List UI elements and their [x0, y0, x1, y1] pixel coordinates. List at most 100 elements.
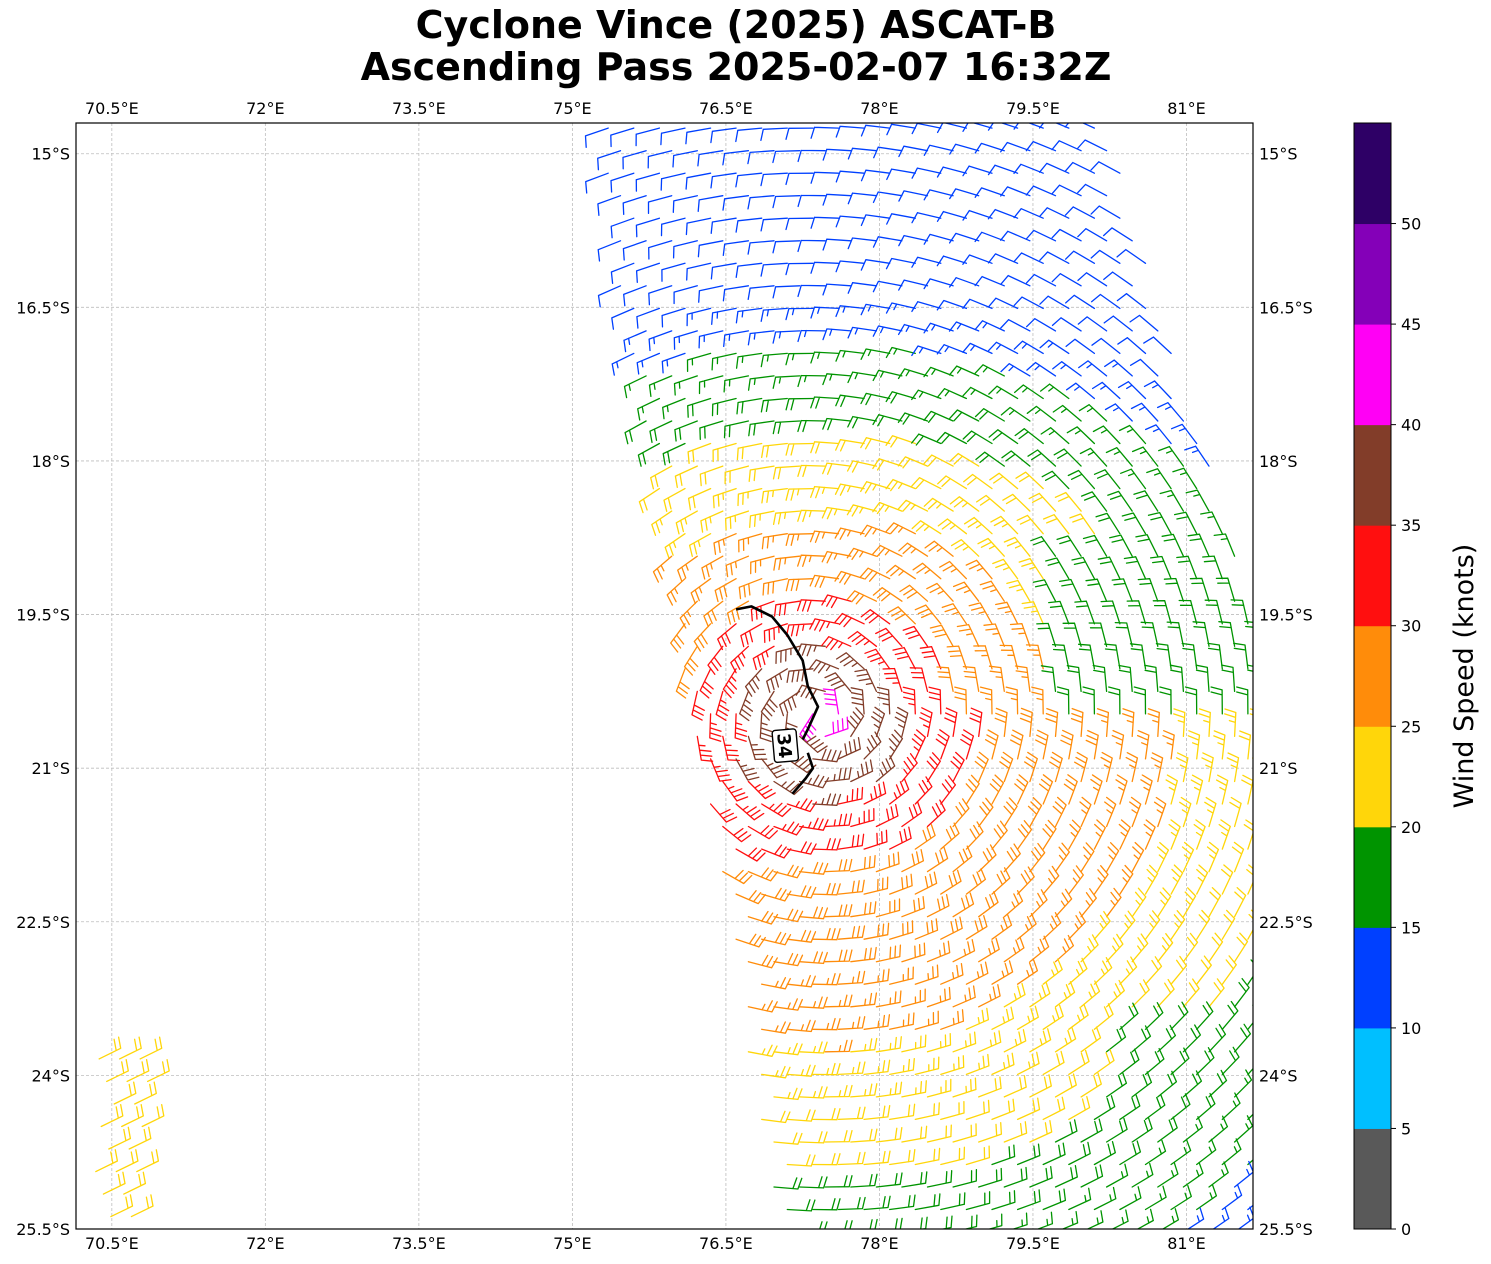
wind-barb	[1002, 493, 1031, 512]
wind-barb	[660, 172, 686, 191]
wind-barb	[647, 150, 673, 169]
wind-barb	[1144, 910, 1161, 940]
wind-barb	[775, 645, 801, 665]
wind-barb	[860, 392, 891, 406]
wind-barb	[648, 285, 673, 306]
wind-barb	[1056, 686, 1070, 715]
wind-barb	[812, 1107, 841, 1121]
wind-barb	[610, 217, 635, 239]
wind-barb	[1135, 534, 1159, 557]
wind-barb	[1182, 1024, 1202, 1053]
wind-barb	[663, 487, 686, 512]
map-frame	[75, 122, 1254, 1230]
wind-barb	[940, 775, 957, 805]
wind-barb	[722, 150, 750, 166]
lat-tick-label-right: 25.5°S	[1259, 1220, 1313, 1239]
wind-barb	[987, 164, 1019, 176]
wind-barb	[824, 1084, 853, 1098]
wind-barb	[991, 960, 1014, 985]
wind-barb	[714, 578, 737, 603]
wind-barb	[810, 441, 840, 454]
wind-barb	[914, 1102, 940, 1121]
wind-barb	[952, 798, 970, 828]
wind-barb	[860, 437, 891, 450]
wind-barb	[988, 385, 1019, 400]
wind-barb	[773, 864, 804, 879]
wind-barb	[760, 397, 788, 413]
wind-barb	[709, 803, 738, 823]
wind-barb	[698, 375, 724, 395]
wind-barb	[999, 644, 1019, 670]
wind-barb	[901, 801, 923, 828]
wind-barb	[911, 345, 942, 357]
wind-barb	[1118, 664, 1133, 693]
wind-barb	[699, 420, 724, 441]
wind-barb	[1229, 796, 1242, 828]
wind-barb	[1061, 1210, 1079, 1229]
wind-barb	[1175, 752, 1189, 783]
wind-barb	[987, 341, 1019, 355]
wind-barb	[796, 643, 826, 657]
wind-barb	[100, 1104, 124, 1128]
wind-barb	[952, 1168, 978, 1188]
wind-barb	[748, 465, 775, 482]
colorbar-tick-label: 5	[1401, 1119, 1411, 1138]
wind-barb	[635, 217, 661, 238]
wind-barb	[1025, 644, 1044, 670]
wind-barb	[1016, 1143, 1041, 1166]
wind-barb	[1074, 600, 1096, 625]
wind-barb	[940, 1009, 965, 1030]
lon-tick-label-bottom: 75°E	[553, 1234, 591, 1253]
wind-barb	[810, 261, 840, 274]
wind-barb	[1032, 579, 1057, 602]
wind-barb	[1015, 471, 1044, 490]
wind-barb	[1039, 383, 1070, 400]
wind-barb	[1103, 315, 1133, 332]
wind-barb	[1247, 1159, 1253, 1166]
wind-barb	[1208, 1069, 1228, 1098]
wind-barb	[1029, 842, 1046, 873]
wind-barb	[1016, 514, 1044, 535]
wind-barb	[919, 707, 933, 738]
wind-barb	[1103, 271, 1133, 287]
wind-barb	[648, 240, 673, 260]
wind-barb	[710, 217, 737, 234]
wind-barb	[785, 578, 814, 592]
wind-barb	[738, 578, 763, 600]
lat-tick-label-left: 18°S	[31, 452, 70, 471]
wind-barb	[875, 851, 900, 873]
wind-barb	[1093, 469, 1121, 490]
wind-barb	[991, 820, 1008, 850]
wind-barb	[1143, 819, 1156, 850]
wind-barb	[130, 1194, 154, 1218]
wind-barb	[697, 240, 724, 258]
wind-barb	[864, 648, 891, 670]
wind-barb	[1129, 796, 1142, 828]
wind-barb	[876, 686, 891, 715]
wind-barb	[747, 954, 778, 969]
wind-barb	[1039, 207, 1070, 219]
wind-barb	[863, 829, 888, 850]
wind-barb	[872, 280, 903, 293]
wind-barb	[1029, 981, 1051, 1008]
wind-barb	[835, 439, 865, 452]
wind-barb	[899, 584, 929, 602]
wind-barb	[850, 1128, 878, 1143]
wind-barb	[1159, 686, 1172, 715]
wind-barb	[1080, 980, 1101, 1008]
wind-barb	[810, 351, 840, 364]
wind-barb	[1206, 841, 1220, 873]
wind-barb	[1016, 1051, 1040, 1076]
wind-barb	[747, 330, 775, 346]
colorbar-tick-label: 50	[1401, 215, 1421, 234]
wind-barb	[1086, 1210, 1104, 1229]
wind-barb	[1038, 774, 1054, 805]
wind-barb	[940, 1055, 965, 1076]
wind-barb	[1013, 208, 1044, 219]
wind-barb	[1117, 337, 1147, 355]
wind-barb	[949, 452, 980, 467]
wind-barb	[844, 1220, 853, 1229]
wind-barb	[999, 751, 1014, 783]
wind-barb	[991, 1052, 1015, 1076]
wind-barb	[1233, 1160, 1253, 1188]
